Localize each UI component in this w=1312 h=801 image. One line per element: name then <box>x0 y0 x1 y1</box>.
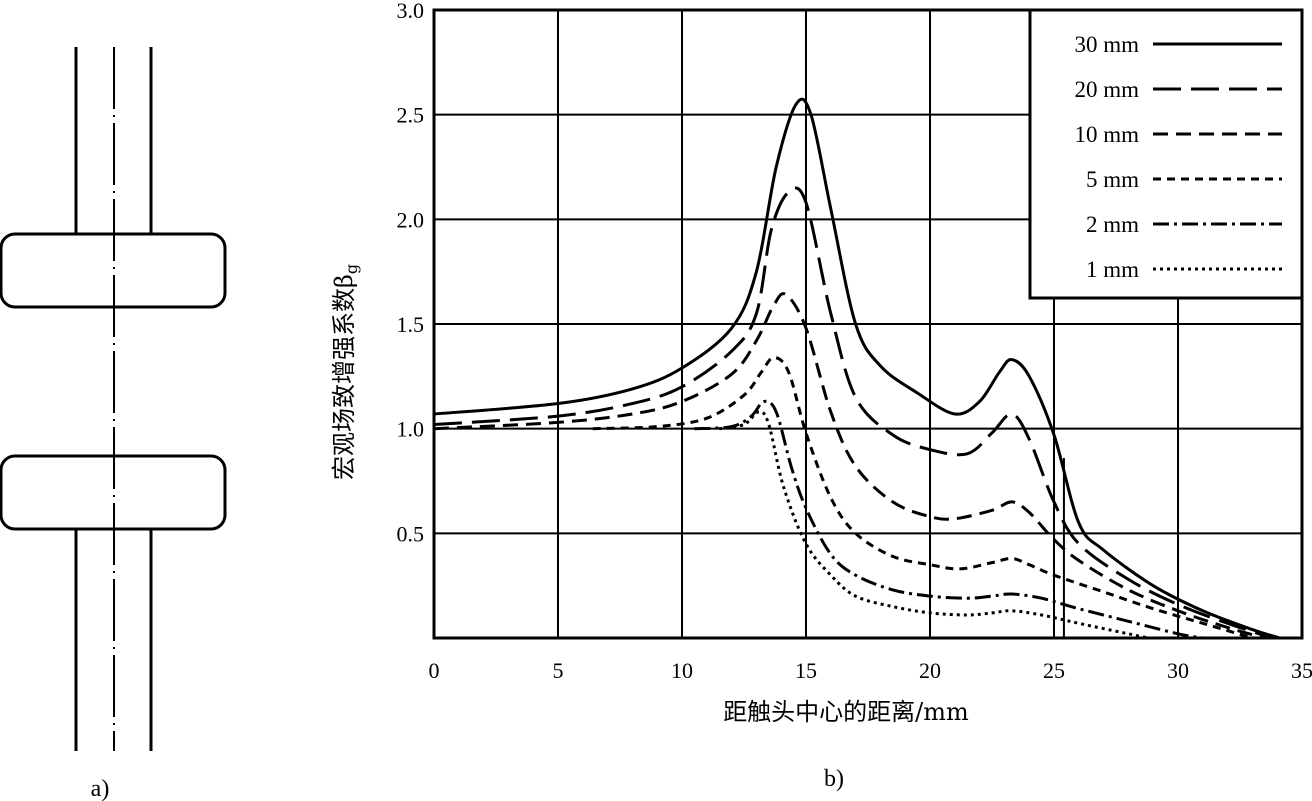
legend-label: 1 mm <box>1086 257 1139 282</box>
x-tick-labels: 0 5 10 15 20 25 30 35 <box>429 658 1312 683</box>
x-tick-label: 20 <box>919 658 941 683</box>
x-tick-label: 35 <box>1291 658 1312 683</box>
y-tick-label: 1.0 <box>397 417 425 442</box>
y-tick-label: 2.0 <box>397 207 425 232</box>
legend-label: 30 mm <box>1074 32 1139 57</box>
y-tick-labels: 0.5 1.0 1.5 2.0 2.5 3.0 <box>397 0 425 546</box>
series-line-20-mm <box>433 186 1273 640</box>
chart-series <box>433 97 1281 640</box>
y-tick-label: 3.0 <box>397 0 425 23</box>
series-line-1-mm <box>718 410 1149 640</box>
y-axis-label-main: 宏观场致增强系数β <box>330 274 358 480</box>
legend-label: 20 mm <box>1074 77 1139 102</box>
x-tick-label: 15 <box>795 658 817 683</box>
legend-box <box>1028 8 1304 300</box>
panel-b-chart: 0 5 10 15 20 25 30 35 0.5 1.0 1.5 2.0 2.5 3.0 宏观场致增强… <box>330 0 1312 792</box>
legend-label: 5 mm <box>1086 167 1139 192</box>
x-tick-label: 5 <box>553 658 564 683</box>
panel-b-caption: b) <box>824 766 844 792</box>
x-tick-label: 30 <box>1167 658 1189 683</box>
legend-items: 30 mm 20 mm 10 mm 5 mm 2 mm 1 mm <box>1074 32 1282 282</box>
legend-label: 10 mm <box>1074 122 1139 147</box>
series-line-2-mm <box>694 399 1204 640</box>
chart-legend: 30 mm 20 mm 10 mm 5 mm 2 mm 1 mm <box>1028 8 1304 300</box>
x-tick-label: 10 <box>671 658 693 683</box>
y-tick-label: 0.5 <box>397 521 425 546</box>
x-tick-label: 25 <box>1043 658 1065 683</box>
x-axis-label: 距触头中心的距离/mm <box>723 698 969 726</box>
panel-a-caption: a) <box>91 776 110 801</box>
y-tick-label: 2.5 <box>397 103 425 128</box>
series-line-5-mm <box>592 356 1253 640</box>
y-axis-label: 宏观场致增强系数βg <box>330 264 361 480</box>
y-tick-label: 1.5 <box>397 312 425 337</box>
legend-label: 2 mm <box>1086 212 1139 237</box>
panel-a-sketch: a) <box>0 47 227 801</box>
x-tick-label: 0 <box>429 658 440 683</box>
series-line-30-mm <box>433 97 1281 640</box>
series-line-10-mm <box>433 292 1266 640</box>
plot-frame <box>432 8 1304 640</box>
y-axis-label-sub: g <box>342 264 361 274</box>
